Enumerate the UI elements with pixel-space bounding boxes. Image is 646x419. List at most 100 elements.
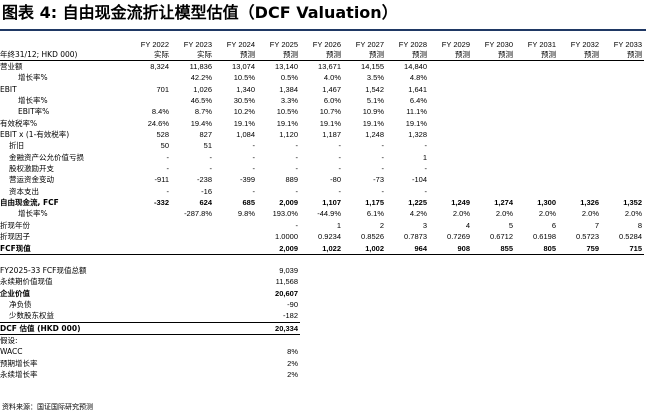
empty-cell <box>429 265 472 276</box>
table-cell: 14,155 <box>361 62 384 71</box>
table-cell: 908 <box>429 242 472 255</box>
table-cell <box>601 174 644 185</box>
table-cell: 10.5% <box>233 73 255 83</box>
empty-cell <box>343 276 386 287</box>
summary-value: -90 <box>287 299 298 309</box>
table-cell: 3.3% <box>280 96 298 106</box>
table-cell: 0.6198 <box>533 232 556 242</box>
table-cell: 193.0% <box>272 209 298 219</box>
summary-value: 20,607 <box>275 288 298 298</box>
table-cell: 2.0% <box>538 209 556 219</box>
table-cell: 2 <box>379 220 384 230</box>
empty-cell <box>515 358 558 369</box>
summary-row: 预期增长率 2% <box>0 358 644 369</box>
empty-cell <box>601 276 644 287</box>
table-cell: 11.1% <box>406 107 427 117</box>
table-cell <box>601 140 644 151</box>
empty-cell <box>214 322 257 335</box>
empty-cell <box>429 322 472 334</box>
empty-cell <box>429 334 472 346</box>
table-cell: - <box>295 186 299 196</box>
type-header: 预测 <box>300 50 343 61</box>
empty-cell <box>343 346 386 357</box>
empty-cell <box>601 299 644 310</box>
row-label: EBIT率% <box>18 107 50 117</box>
table-cell: 1,384 <box>279 84 298 94</box>
table-cell: 0.7269 <box>447 232 470 242</box>
table-cell: - <box>424 186 428 196</box>
empty-cell <box>214 310 257 323</box>
table-cell: -16 <box>201 186 212 196</box>
table-cell: - <box>252 186 256 196</box>
table-cell <box>429 186 472 197</box>
table-cell <box>429 163 472 174</box>
table-row: 营业额 8,324 11,836 13,074 13,140 13,671 14,155 14… <box>0 61 644 73</box>
table-row: EBIT x (1-有效税率) 528 827 1,084 1,120 1,187 1,24… <box>0 129 644 140</box>
table-cell <box>128 72 171 83</box>
table-cell <box>214 242 257 255</box>
table-cell: 1,641 <box>408 84 427 94</box>
empty-cell <box>429 288 472 299</box>
empty-cell <box>558 322 601 334</box>
summary-label: 永续增长率 <box>0 369 38 379</box>
summary-row: 少数股东权益 -182 <box>0 310 644 323</box>
table-cell: 1,340 <box>236 84 255 94</box>
empty-cell <box>300 310 343 322</box>
empty-cell <box>343 369 386 380</box>
empty-cell <box>343 265 386 276</box>
row-label: 营业额 <box>0 62 23 71</box>
table-cell: -44.9% <box>317 209 341 219</box>
table-cell: - <box>424 141 428 151</box>
empty-cell <box>472 276 515 287</box>
table-cell: - <box>295 152 299 162</box>
summary-row: 净负债 -90 <box>0 299 644 310</box>
table-cell: - <box>381 141 385 151</box>
row-label: 增长率% <box>18 73 48 83</box>
table-cell: - <box>424 164 428 174</box>
table-cell <box>472 72 515 83</box>
empty-cell <box>386 276 429 287</box>
empty-cell <box>128 334 171 346</box>
type-header: 预测 <box>214 50 257 61</box>
empty-cell <box>300 299 343 310</box>
table-cell <box>214 220 257 231</box>
table-cell: 0.6712 <box>490 232 513 242</box>
table-cell <box>558 186 601 197</box>
summary-label: 净负债 <box>9 299 32 309</box>
table-cell: 2.0% <box>624 209 642 219</box>
empty-cell <box>472 265 515 276</box>
empty-cell <box>128 322 171 335</box>
empty-cell <box>171 299 214 310</box>
empty-cell <box>128 299 171 310</box>
table-cell: - <box>338 164 342 174</box>
table-row: 折旧 50 51 - - - - - <box>0 140 644 151</box>
empty-cell <box>300 265 343 276</box>
page-title: 图表 4: 自由现金流折让模型估值（DCF Valuation） <box>2 3 398 22</box>
table-cell: -80 <box>330 175 341 185</box>
summary-value <box>257 334 300 346</box>
empty-cell <box>429 369 472 380</box>
type-header: 预测 <box>386 50 429 61</box>
table-cell: 4 <box>465 220 470 230</box>
table-cell: 2.0% <box>452 209 470 219</box>
row-label: 营运资金变动 <box>9 175 54 185</box>
table-cell <box>429 61 472 73</box>
summary-row: 企业价值 20,607 <box>0 288 644 299</box>
table-row: 有效税率% 24.6% 19.4% 19.1% 19.1% 19.1% 19.1% 19.1% <box>0 118 644 129</box>
empty-cell <box>601 358 644 369</box>
table-cell: 0.5284 <box>619 232 642 242</box>
table-cell: 42.2% <box>190 73 212 83</box>
table-cell <box>601 95 644 106</box>
table-cell: 10.9% <box>362 107 384 117</box>
empty-cell <box>171 369 214 380</box>
empty-cell <box>214 346 257 357</box>
type-header: 预测 <box>515 50 558 61</box>
table-cell: 1 <box>336 220 341 230</box>
table-cell: 6.1% <box>366 209 384 219</box>
summary-label: 预期增长率 <box>0 358 38 368</box>
empty-cell <box>429 276 472 287</box>
empty-cell <box>601 288 644 299</box>
table-cell: 11,836 <box>189 62 212 71</box>
row-label: 折现年份 <box>0 220 30 230</box>
table-cell: 2.0% <box>581 209 599 219</box>
